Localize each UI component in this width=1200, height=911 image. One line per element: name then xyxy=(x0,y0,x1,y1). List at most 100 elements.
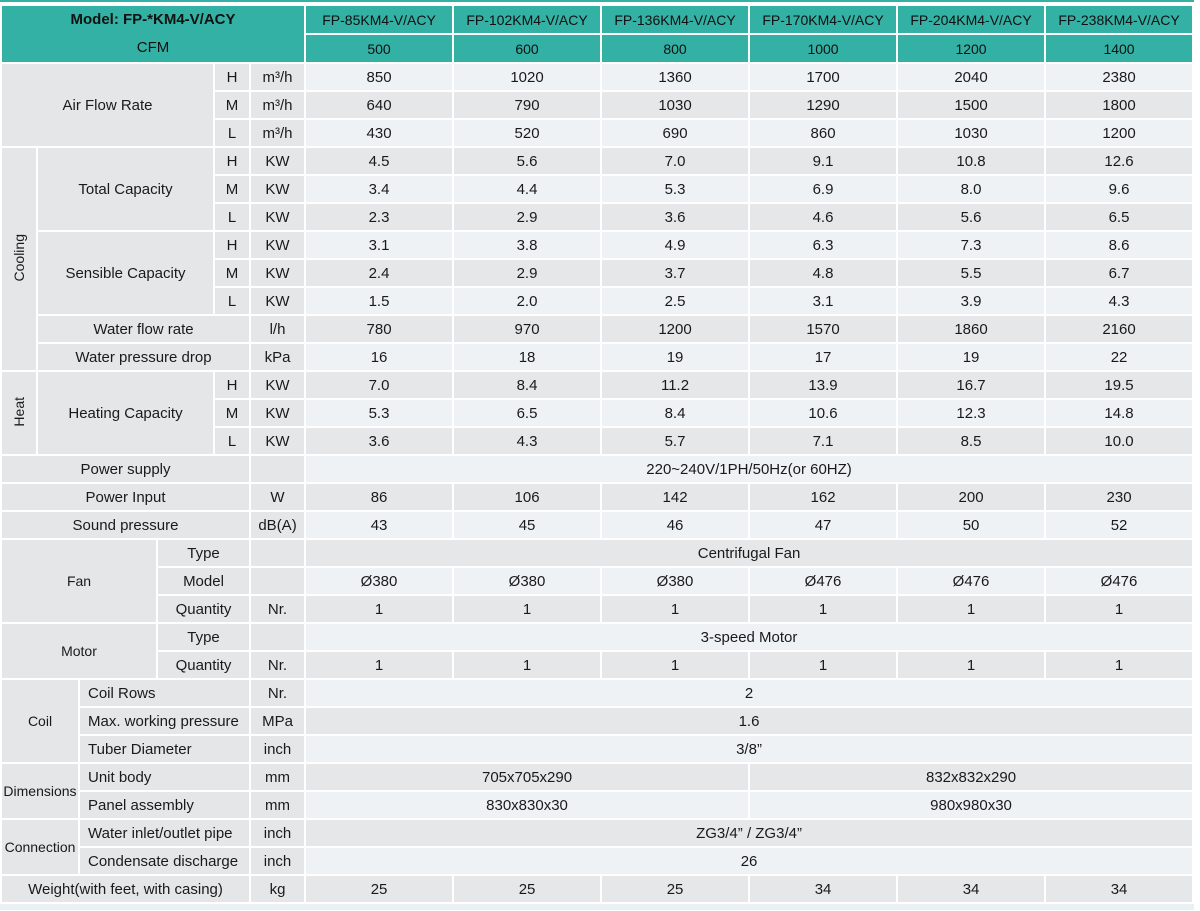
fan-model-value: Ø380 xyxy=(602,568,749,594)
water-flow-value: 970 xyxy=(454,316,601,342)
sensible-capacity-l-value: 2.0 xyxy=(454,288,601,314)
cfm-label: CFM xyxy=(136,39,170,56)
heating-h-value: 8.4 xyxy=(454,372,601,398)
sensible-capacity-l-value: 3.9 xyxy=(898,288,1045,314)
sound-pressure-value: 46 xyxy=(602,512,749,538)
motor-quantity-value: 1 xyxy=(1046,652,1193,678)
speed-label: M xyxy=(215,260,249,286)
cfm-value-cell: 1400 xyxy=(1046,35,1193,62)
sensible-capacity-m-value: 6.7 xyxy=(1046,260,1193,286)
unit-label: inch xyxy=(251,820,305,846)
unit-label: KW xyxy=(251,288,305,314)
sensible-capacity-l-value: 3.1 xyxy=(750,288,897,314)
weight-value: 34 xyxy=(898,876,1045,902)
water-pipe-value: ZG3/4” / ZG3/4” xyxy=(306,820,1193,846)
total-capacity-l-value: 2.9 xyxy=(454,204,601,230)
airflow-m-value: 640 xyxy=(306,92,453,118)
dimensions-section-label: Dimensions xyxy=(2,764,78,818)
fan-type-value: Centrifugal Fan xyxy=(306,540,1193,566)
fan-section-label: Fan xyxy=(2,540,156,622)
unit-label: inch xyxy=(251,848,305,874)
unit-label: KW xyxy=(251,428,305,454)
table-row-fan-model: Model Ø380 Ø380 Ø380 Ø476 Ø476 Ø476 xyxy=(2,568,1193,594)
unit-label: KW xyxy=(251,176,305,202)
total-capacity-m-value: 3.4 xyxy=(306,176,453,202)
unit-label: KW xyxy=(251,372,305,398)
power-input-value: 162 xyxy=(750,484,897,510)
sound-pressure-value: 47 xyxy=(750,512,897,538)
airflow-h-value: 1360 xyxy=(602,64,749,90)
total-capacity-h-value: 7.0 xyxy=(602,148,749,174)
sensible-capacity-m-value: 4.8 xyxy=(750,260,897,286)
total-capacity-m-value: 5.3 xyxy=(602,176,749,202)
unit-label: Nr. xyxy=(251,652,305,678)
weight-value: 25 xyxy=(602,876,749,902)
power-input-value: 200 xyxy=(898,484,1045,510)
heating-l-value: 7.1 xyxy=(750,428,897,454)
airflow-h-value: 850 xyxy=(306,64,453,90)
table-row-panel-assembly: Panel assembly mm 830x830x30 980x980x30 xyxy=(2,792,1193,818)
heating-m-value: 5.3 xyxy=(306,400,453,426)
table-row-heating-m: M KW 5.3 6.5 8.4 10.6 12.3 14.8 xyxy=(2,400,1193,426)
table-row-total-l: L KW 2.3 2.9 3.6 4.6 5.6 6.5 xyxy=(2,204,1193,230)
motor-section-label: Motor xyxy=(2,624,156,678)
fan-model-value: Ø476 xyxy=(750,568,897,594)
total-capacity-h-value: 10.8 xyxy=(898,148,1045,174)
speed-label: L xyxy=(215,120,249,146)
cfm-value-cell: 500 xyxy=(306,35,453,62)
total-capacity-label: Total Capacity xyxy=(38,148,213,230)
unit-label xyxy=(251,456,305,482)
water-flow-value: 1860 xyxy=(898,316,1045,342)
table-row-airflow-h: Air Flow Rate H m³/h 850 1020 1360 1700 2040… xyxy=(2,64,1193,146)
sensible-capacity-h-value: 8.6 xyxy=(1046,232,1193,258)
motor-quantity-value: 1 xyxy=(306,652,453,678)
table-row-water-flow: Water flow rate l/h 780 970 1200 1570 1860 21… xyxy=(2,316,1193,342)
motor-quantity-value: 1 xyxy=(602,652,749,678)
airflow-m-value: 1030 xyxy=(602,92,749,118)
unit-label: m³/h xyxy=(251,92,305,118)
airflow-h-value: 1020 xyxy=(454,64,601,90)
sound-pressure-label: Sound pressure xyxy=(2,512,249,538)
table-row-airflow-m: M m³/h 640 790 1030 1290 1500 1800 xyxy=(2,92,1193,118)
unit-label: kg xyxy=(251,876,305,902)
water-flow-value: 1200 xyxy=(602,316,749,342)
water-flow-value: 1570 xyxy=(750,316,897,342)
motor-quantity-value: 1 xyxy=(750,652,897,678)
airflow-l-value: 860 xyxy=(750,120,897,146)
fan-quantity-value: 1 xyxy=(454,596,601,622)
motor-type-value: 3-speed Motor xyxy=(306,624,1193,650)
fan-quantity-value: 1 xyxy=(306,596,453,622)
table-row-airflow-l: L m³/h 430 520 690 860 1030 1200 xyxy=(2,120,1193,146)
speed-label: L xyxy=(215,428,249,454)
total-capacity-l-value: 6.5 xyxy=(1046,204,1193,230)
airflow-h-value: 1700 xyxy=(750,64,897,90)
unit-label: m³/h xyxy=(251,120,305,146)
fan-model-value: Ø476 xyxy=(898,568,1045,594)
unit-label: dB(A) xyxy=(251,512,305,538)
spec-table: Model: FP-*KM4-V/ACY CFM FP-85KM4-V/ACY F… xyxy=(0,4,1194,904)
fan-model-value: Ø476 xyxy=(1046,568,1193,594)
water-drop-value: 19 xyxy=(898,344,1045,370)
sound-pressure-value: 43 xyxy=(306,512,453,538)
sensible-capacity-m-value: 5.5 xyxy=(898,260,1045,286)
table-row-heating-l: L KW 3.6 4.3 5.7 7.1 8.5 10.0 xyxy=(2,428,1193,454)
connection-section-label: Connection xyxy=(2,820,78,874)
condensate-value: 26 xyxy=(306,848,1193,874)
table-row-weight: Weight(with feet, with casing) kg 25 25 25… xyxy=(2,876,1193,902)
motor-type-label: Type xyxy=(158,624,249,650)
heating-h-value: 16.7 xyxy=(898,372,1045,398)
model-column-header: FP-102KM4-V/ACY xyxy=(454,6,601,33)
unit-body-value-left: 705x705x290 xyxy=(306,764,749,790)
model-label: Model: FP-*KM4-V/ACY xyxy=(70,11,236,28)
table-row-water-pipe: Connection Water inlet/outlet pipe inch … xyxy=(2,820,1193,874)
unit-body-value-right: 832x832x290 xyxy=(750,764,1193,790)
heating-m-value: 6.5 xyxy=(454,400,601,426)
weight-value: 25 xyxy=(454,876,601,902)
sound-pressure-value: 52 xyxy=(1046,512,1193,538)
sensible-capacity-h-value: 6.3 xyxy=(750,232,897,258)
airflow-label: Air Flow Rate xyxy=(2,64,213,146)
sound-pressure-value: 45 xyxy=(454,512,601,538)
motor-quantity-value: 1 xyxy=(898,652,1045,678)
sensible-capacity-m-value: 3.7 xyxy=(602,260,749,286)
